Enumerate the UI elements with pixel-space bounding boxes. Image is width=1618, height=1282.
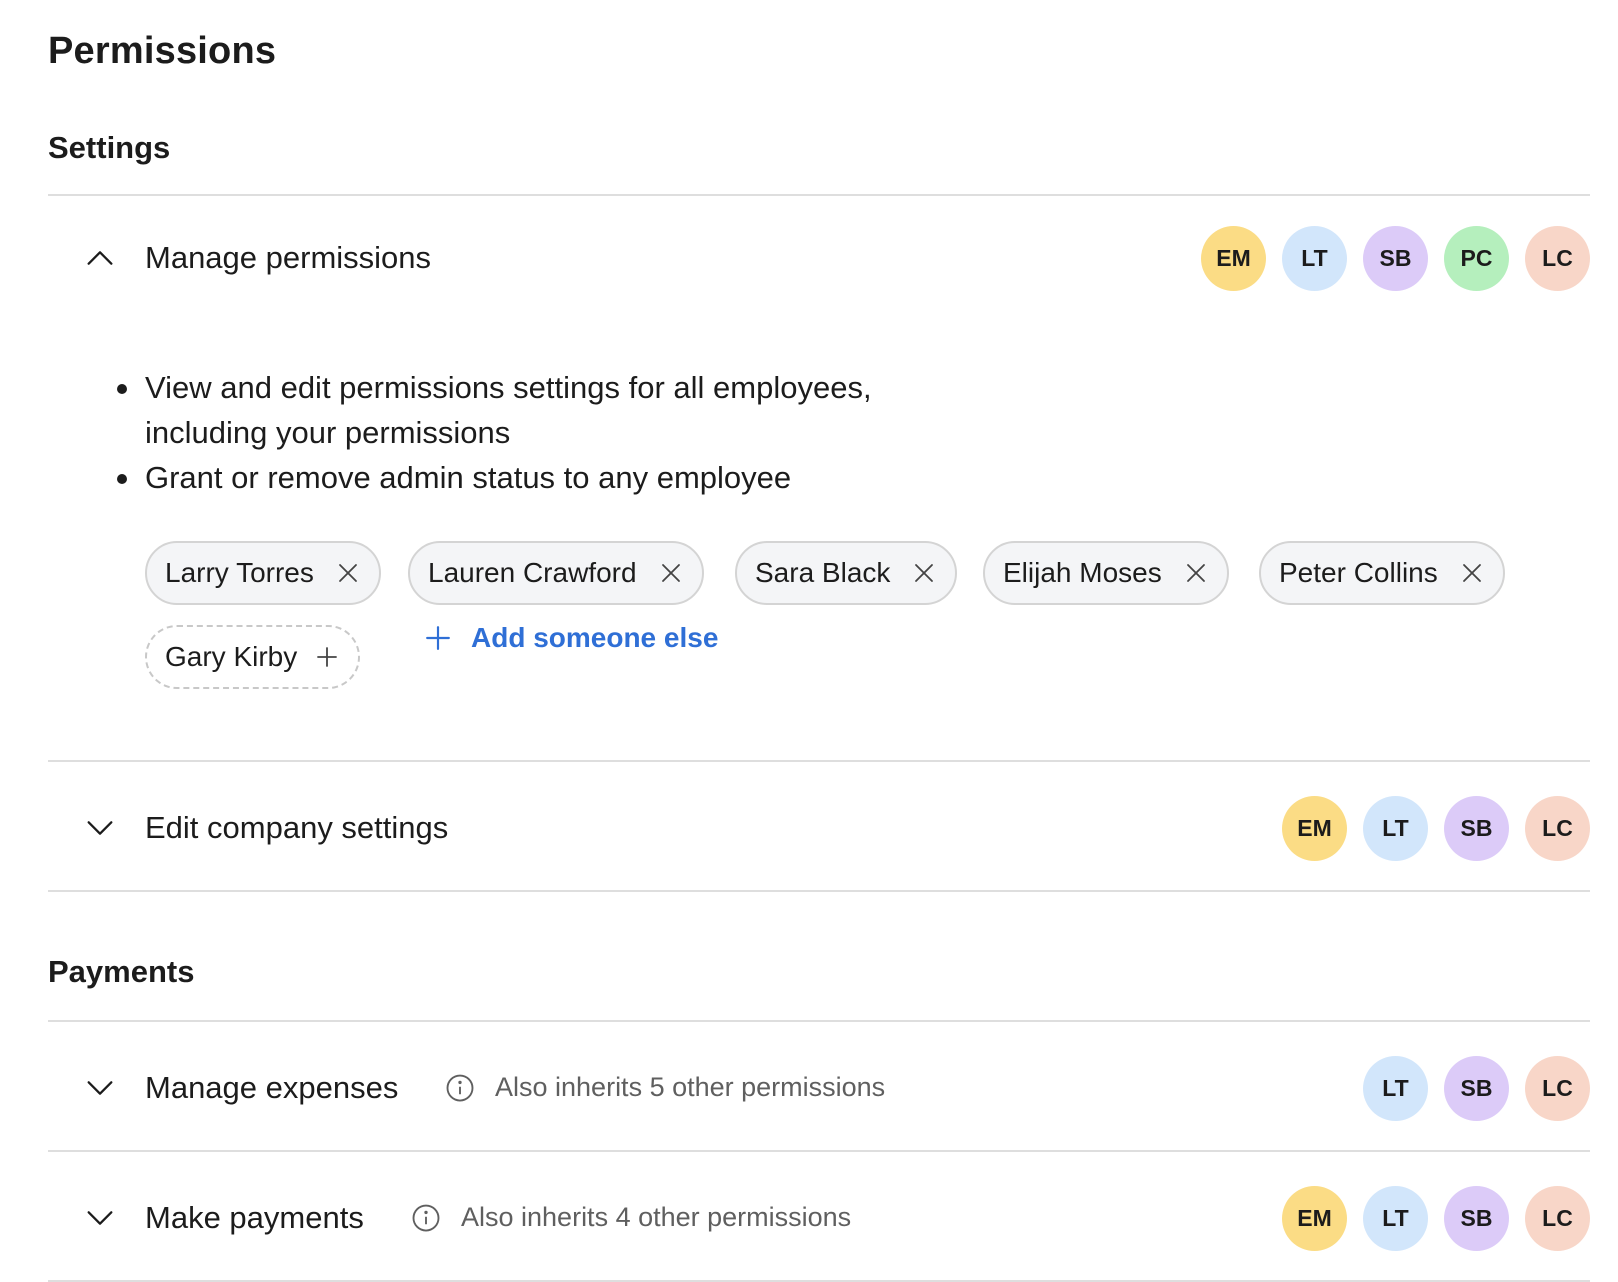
description-item: View and edit permissions settings for a…: [117, 365, 872, 455]
avatar: LC: [1525, 1186, 1590, 1251]
page-title: Permissions: [48, 30, 277, 72]
assignee-name: Peter Collins: [1279, 557, 1438, 588]
plus-icon: [425, 625, 451, 651]
permission-label-manage-expenses[interactable]: Manage expenses: [145, 1070, 399, 1105]
remove-close-icon[interactable]: [912, 561, 936, 585]
avatar: LC: [1525, 796, 1590, 861]
expand-chevron-down-icon[interactable]: [80, 1068, 120, 1108]
divider: [48, 760, 1590, 762]
suggested-assignee-chip[interactable]: Gary Kirby: [145, 625, 361, 689]
avatar: EM: [1282, 1186, 1347, 1251]
assignee-name: Larry Torres: [165, 557, 314, 588]
avatar-group-edit-company-settings: EM LT SB LC: [1282, 796, 1590, 861]
add-plus-icon[interactable]: [315, 645, 339, 669]
permission-label-make-payments[interactable]: Make payments: [145, 1200, 364, 1235]
inherits-note: Also inherits 5 other permissions: [445, 1072, 885, 1103]
assignee-chip: Elijah Moses: [983, 541, 1229, 605]
avatar-group-manage-permissions: EM LT SB PC LC: [1201, 226, 1590, 291]
avatar: LT: [1363, 796, 1428, 861]
inherits-text: Also inherits 4 other permissions: [461, 1202, 852, 1232]
divider: [48, 1150, 1590, 1152]
avatar: EM: [1282, 796, 1347, 861]
avatar: PC: [1444, 226, 1509, 291]
section-title-settings: Settings: [48, 130, 171, 165]
assignee-chip: Larry Torres: [145, 541, 381, 605]
avatar: LC: [1525, 226, 1590, 291]
assignee-name: Elijah Moses: [1003, 557, 1162, 588]
collapse-chevron-up-icon[interactable]: [80, 238, 120, 278]
permission-label-manage-permissions[interactable]: Manage permissions: [145, 240, 432, 275]
assignee-name: Lauren Crawford: [428, 557, 637, 588]
description-line: View and edit permissions settings for a…: [145, 370, 872, 405]
permission-label-edit-company-settings[interactable]: Edit company settings: [145, 810, 449, 845]
avatar-group-manage-expenses: LT SB LC: [1363, 1056, 1590, 1121]
assignee-chip: Lauren Crawford: [408, 541, 704, 605]
inherits-text: Also inherits 5 other permissions: [495, 1072, 886, 1102]
remove-close-icon[interactable]: [659, 561, 683, 585]
add-someone-else-button[interactable]: Add someone else: [425, 622, 718, 654]
divider: [48, 1280, 1590, 1282]
section-title-payments: Payments: [48, 954, 195, 989]
divider: [48, 890, 1590, 892]
avatar-group-make-payments: EM LT SB LC: [1282, 1186, 1590, 1251]
avatar: EM: [1201, 226, 1266, 291]
divider: [48, 1020, 1590, 1022]
remove-close-icon[interactable]: [336, 561, 360, 585]
avatar: LT: [1363, 1056, 1428, 1121]
avatar: SB: [1444, 1186, 1509, 1251]
inherits-note: Also inherits 4 other permissions: [411, 1202, 851, 1233]
avatar: SB: [1363, 226, 1428, 291]
expand-chevron-down-icon[interactable]: [80, 1198, 120, 1238]
expand-chevron-down-icon[interactable]: [80, 808, 120, 848]
permission-description-list: View and edit permissions settings for a…: [117, 365, 872, 500]
description-line: including your permissions: [145, 415, 511, 450]
add-someone-else-label: Add someone else: [471, 622, 719, 653]
avatar: SB: [1444, 1056, 1509, 1121]
avatar: LT: [1282, 226, 1347, 291]
suggested-name: Gary Kirby: [165, 641, 298, 672]
assignee-name: Sara Black: [755, 557, 891, 588]
assignee-chip: Peter Collins: [1259, 541, 1505, 605]
avatar: LC: [1525, 1056, 1590, 1121]
avatar: SB: [1444, 796, 1509, 861]
avatar: LT: [1363, 1186, 1428, 1251]
assignee-chip: Sara Black: [735, 541, 958, 605]
info-icon[interactable]: [445, 1073, 475, 1103]
description-item: Grant or remove admin status to any empl…: [117, 455, 872, 500]
info-icon[interactable]: [411, 1203, 441, 1233]
remove-close-icon[interactable]: [1460, 561, 1484, 585]
divider: [48, 194, 1590, 196]
remove-close-icon[interactable]: [1184, 561, 1208, 585]
